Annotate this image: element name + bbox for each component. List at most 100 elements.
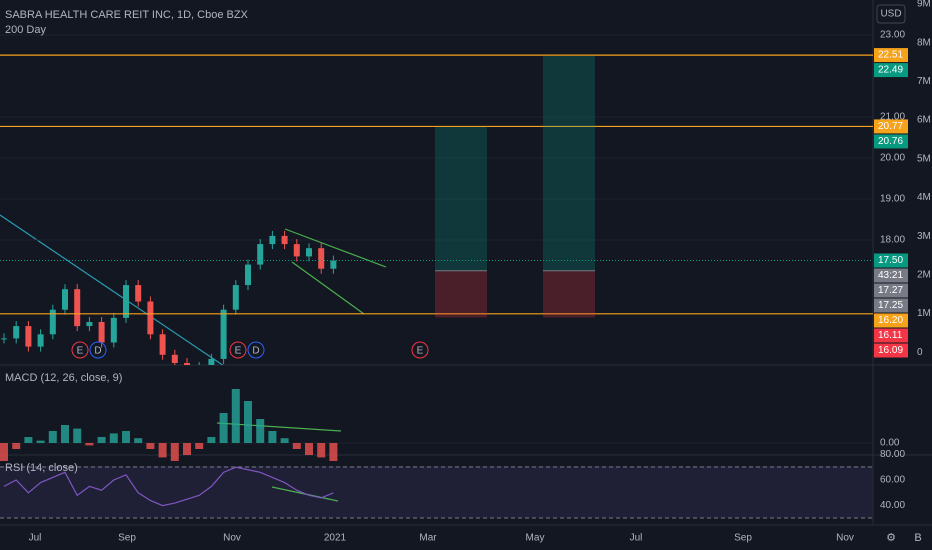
settings-icon[interactable]: ⚙: [886, 532, 896, 544]
indicator-label: 200 Day: [5, 24, 46, 36]
macd-bar: [158, 443, 167, 458]
event-label: D: [252, 346, 259, 357]
price-tag-label: 17.50: [878, 255, 903, 266]
event-label: E: [77, 346, 84, 357]
rsi-tick: 60.00: [880, 475, 905, 486]
rsi-tick: 80.00: [880, 449, 905, 460]
countdown: 43:21: [878, 270, 903, 281]
price-tag-label: 20.76: [878, 136, 903, 147]
volume-tick: 6M: [917, 115, 931, 126]
macd-bar: [195, 443, 204, 449]
macd-bar: [207, 437, 216, 443]
main-pane: [0, 34, 873, 365]
target-zone: [435, 126, 487, 271]
price-tag-label: 16.11: [878, 330, 903, 341]
x-tick-label: 2021: [324, 533, 347, 544]
candle: [135, 285, 142, 302]
macd-bar: [48, 431, 57, 443]
rsi-label: RSI (14, close): [5, 462, 78, 474]
candle: [184, 363, 190, 365]
rsi-line: [3, 466, 334, 507]
candle: [147, 301, 154, 335]
candle: [330, 260, 337, 269]
macd-bar: [0, 443, 8, 461]
price-tick: 19.00: [880, 194, 905, 205]
price-tag-label: 22.51: [878, 50, 903, 61]
candle: [232, 285, 239, 310]
price-tag: [874, 134, 908, 149]
macd-bar: [292, 443, 301, 449]
volume-tick: 4M: [917, 192, 931, 203]
candle: [220, 309, 227, 359]
candle: [25, 326, 32, 347]
separators: [0, 0, 932, 526]
price-tag-label: 20.77: [878, 121, 903, 132]
candle: [86, 322, 93, 327]
price-tick: 21.00: [880, 112, 905, 123]
macd-tick: 0.00: [880, 438, 900, 449]
price-tag: [874, 48, 908, 63]
event-marker: [247, 341, 265, 359]
price-tag: [874, 313, 908, 328]
macd-bar: [329, 443, 338, 461]
volume-tick: 5M: [917, 153, 931, 164]
footer-button[interactable]: B: [914, 532, 921, 544]
macd-bar: [256, 419, 265, 443]
stop-zone: [435, 270, 487, 318]
price-tag: [874, 63, 908, 78]
macd-bar: [85, 443, 94, 446]
price-tick: 20.00: [880, 153, 905, 164]
price-tag: [874, 328, 908, 343]
x-tick-label: May: [526, 533, 545, 544]
currency[interactable]: USD: [880, 9, 901, 20]
countdown-tag: [874, 268, 908, 283]
event-label: D: [94, 346, 101, 357]
event-marker: [411, 341, 429, 359]
candle: [293, 244, 300, 257]
macd-bar: [122, 431, 130, 443]
event-label: E: [417, 346, 424, 357]
candle: [37, 334, 44, 347]
macd-bar: [170, 443, 179, 461]
candle: [306, 248, 312, 257]
volume-tick: 9M: [917, 0, 931, 10]
macd-bar: [24, 437, 33, 443]
macd-bar: [61, 425, 69, 443]
macd-bar: [219, 413, 228, 443]
target-zone: [543, 55, 595, 271]
price-tick: 18.00: [880, 235, 905, 246]
macd-bar: [109, 433, 118, 443]
currency-button[interactable]: [876, 4, 906, 24]
candle: [257, 244, 264, 265]
event-marker: [71, 341, 89, 359]
x-tick-label: Jul: [29, 533, 42, 544]
candle: [74, 289, 81, 327]
candle: [49, 309, 56, 335]
price-tag: [874, 253, 908, 268]
volume-tick: 0: [917, 347, 923, 358]
x-tick-label: Jul: [630, 533, 643, 544]
macd-bar: [97, 437, 106, 443]
candle: [171, 354, 178, 363]
x-tick-label: Sep: [118, 533, 136, 544]
candle: [13, 326, 20, 339]
x-tick-label: Mar: [419, 533, 437, 544]
price-tag: [874, 298, 908, 313]
macd-bar: [134, 438, 143, 443]
price-tick: 23.00: [880, 30, 905, 41]
event-marker: [229, 341, 247, 359]
x-tick-label: Nov: [223, 533, 241, 544]
macd-bar: [280, 438, 289, 443]
volume-tick: 2M: [917, 270, 931, 281]
macd-bar: [36, 440, 45, 443]
candle: [159, 334, 166, 355]
candle: [98, 322, 105, 343]
macd-bar: [317, 443, 326, 458]
candle: [269, 235, 276, 245]
macd-bar: [268, 431, 277, 443]
candle: [208, 358, 215, 365]
price-tag-label: 17.25: [878, 300, 903, 311]
price-tag-label: 16.20: [878, 315, 903, 326]
